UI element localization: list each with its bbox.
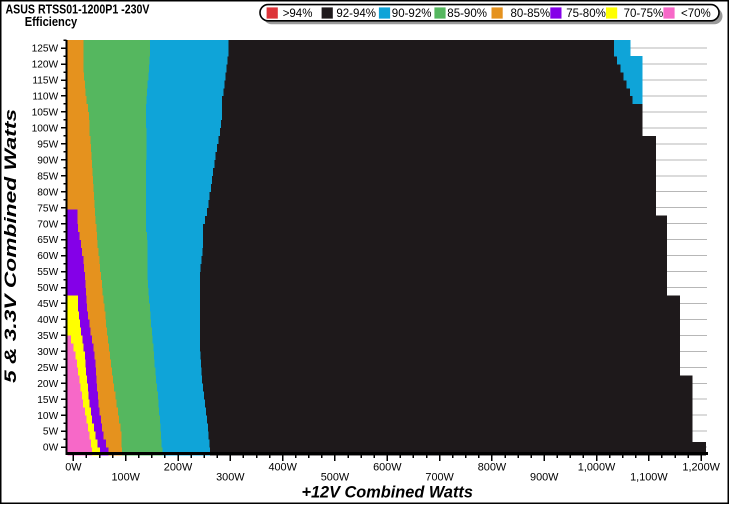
svg-text:300W: 300W bbox=[216, 472, 245, 484]
svg-text:110W: 110W bbox=[32, 92, 58, 103]
svg-text:Efficiency: Efficiency bbox=[25, 14, 78, 29]
svg-text:105W: 105W bbox=[32, 108, 59, 119]
svg-text:25W: 25W bbox=[37, 363, 58, 374]
svg-text:90W: 90W bbox=[37, 155, 58, 166]
svg-text:70-75%: 70-75% bbox=[624, 8, 664, 20]
svg-text:65W: 65W bbox=[37, 235, 58, 246]
svg-text:0W: 0W bbox=[65, 461, 82, 473]
svg-text:5 & 3.3V Combined Watts: 5 & 3.3V Combined Watts bbox=[1, 109, 20, 383]
svg-text:95W: 95W bbox=[37, 139, 58, 150]
svg-text:800W: 800W bbox=[478, 461, 507, 473]
svg-text:85W: 85W bbox=[37, 171, 58, 182]
svg-text:900W: 900W bbox=[530, 472, 559, 484]
svg-text:120W: 120W bbox=[32, 60, 59, 71]
svg-text:1,200W: 1,200W bbox=[682, 461, 720, 473]
svg-text:75W: 75W bbox=[37, 203, 58, 214]
svg-text:400W: 400W bbox=[268, 461, 297, 473]
svg-text:115W: 115W bbox=[32, 76, 58, 87]
svg-text:40W: 40W bbox=[37, 315, 58, 326]
svg-text:80-85%: 80-85% bbox=[511, 8, 551, 20]
svg-text:>94%: >94% bbox=[283, 8, 313, 20]
svg-text:45W: 45W bbox=[37, 299, 58, 310]
svg-text:1,100W: 1,100W bbox=[630, 472, 668, 484]
svg-text:<70%: <70% bbox=[681, 8, 711, 20]
svg-text:600W: 600W bbox=[373, 461, 402, 473]
svg-text:+12V Combined Watts: +12V Combined Watts bbox=[301, 483, 473, 502]
svg-text:700W: 700W bbox=[425, 472, 454, 484]
svg-text:1,000W: 1,000W bbox=[578, 461, 616, 473]
svg-text:500W: 500W bbox=[321, 472, 350, 484]
svg-text:75-80%: 75-80% bbox=[566, 8, 606, 20]
svg-text:200W: 200W bbox=[164, 461, 193, 473]
svg-text:35W: 35W bbox=[37, 331, 58, 342]
svg-text:100W: 100W bbox=[111, 472, 140, 484]
svg-text:30W: 30W bbox=[37, 347, 58, 358]
svg-text:5W: 5W bbox=[43, 427, 59, 438]
svg-text:0W: 0W bbox=[43, 443, 59, 454]
svg-text:90-92%: 90-92% bbox=[392, 8, 432, 20]
svg-text:85-90%: 85-90% bbox=[447, 8, 487, 20]
svg-text:ASUS RTSS01-1200P1 -230V: ASUS RTSS01-1200P1 -230V bbox=[6, 2, 150, 17]
svg-text:70W: 70W bbox=[37, 219, 58, 230]
svg-text:10W: 10W bbox=[37, 411, 58, 422]
svg-text:80W: 80W bbox=[37, 187, 58, 198]
svg-text:92-94%: 92-94% bbox=[336, 8, 376, 20]
svg-text:55W: 55W bbox=[37, 267, 58, 278]
svg-text:125W: 125W bbox=[32, 44, 59, 55]
svg-text:50W: 50W bbox=[37, 283, 58, 294]
svg-text:15W: 15W bbox=[37, 395, 58, 406]
svg-text:20W: 20W bbox=[37, 379, 58, 390]
svg-text:100W: 100W bbox=[32, 124, 59, 135]
svg-text:60W: 60W bbox=[37, 251, 58, 262]
